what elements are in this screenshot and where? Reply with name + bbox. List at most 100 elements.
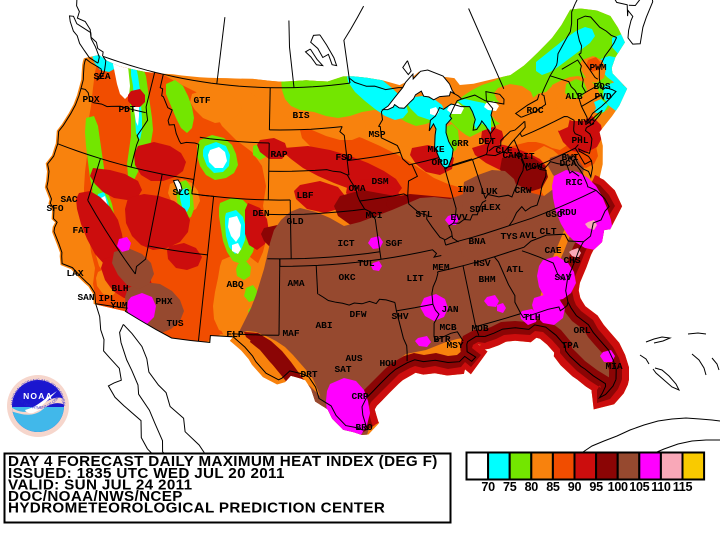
svg-text:SLC: SLC bbox=[172, 187, 189, 198]
svg-text:90: 90 bbox=[568, 480, 582, 494]
svg-text:RDU: RDU bbox=[559, 207, 576, 218]
svg-text:BRO: BRO bbox=[355, 422, 372, 433]
svg-text:SDF: SDF bbox=[469, 204, 486, 215]
svg-text:BLH: BLH bbox=[111, 283, 128, 294]
svg-text:ABQ: ABQ bbox=[226, 279, 243, 290]
svg-text:TLH: TLH bbox=[523, 312, 540, 323]
svg-text:HSV: HSV bbox=[473, 258, 490, 269]
svg-text:BTR: BTR bbox=[433, 334, 450, 345]
svg-text:ABI: ABI bbox=[315, 320, 332, 331]
svg-text:AMA: AMA bbox=[287, 278, 304, 289]
svg-text:MSY: MSY bbox=[446, 340, 463, 351]
svg-text:ELP: ELP bbox=[226, 329, 243, 340]
svg-text:CRP: CRP bbox=[351, 391, 368, 402]
svg-text:AUS: AUS bbox=[345, 353, 362, 364]
svg-text:DET: DET bbox=[478, 136, 495, 147]
svg-text:LUK: LUK bbox=[480, 186, 497, 197]
svg-text:ORD: ORD bbox=[431, 157, 448, 168]
svg-text:NOAA: NOAA bbox=[23, 391, 53, 401]
svg-text:CLT: CLT bbox=[539, 226, 556, 237]
svg-text:LEX: LEX bbox=[483, 202, 500, 213]
svg-text:DSM: DSM bbox=[371, 176, 388, 187]
svg-text:BNA: BNA bbox=[468, 236, 485, 247]
svg-text:FSD: FSD bbox=[335, 152, 352, 163]
svg-text:PDT: PDT bbox=[118, 104, 135, 115]
svg-text:CLE: CLE bbox=[495, 145, 512, 156]
svg-text:SFO: SFO bbox=[46, 203, 63, 214]
svg-text:110: 110 bbox=[651, 480, 671, 494]
svg-text:GSO: GSO bbox=[545, 209, 562, 220]
svg-text:RAP: RAP bbox=[270, 149, 287, 160]
svg-text:LIT: LIT bbox=[406, 273, 423, 284]
svg-text:DEN: DEN bbox=[252, 208, 269, 219]
svg-text:HYDROMETEOROLOGICAL PREDICTION: HYDROMETEOROLOGICAL PREDICTION CENTER bbox=[8, 500, 385, 517]
svg-text:BIS: BIS bbox=[292, 110, 309, 121]
svg-text:STL: STL bbox=[415, 209, 432, 220]
svg-text:MOB: MOB bbox=[471, 323, 488, 334]
svg-text:70: 70 bbox=[481, 480, 495, 494]
svg-text:ISSUED: 1835 UTC WED JUL 20 20: ISSUED: 1835 UTC WED JUL 20 2011 bbox=[8, 465, 285, 482]
svg-text:TYS: TYS bbox=[500, 231, 517, 242]
svg-text:CAE: CAE bbox=[544, 245, 561, 256]
svg-text:DCA: DCA bbox=[559, 158, 576, 169]
svg-text:PHX: PHX bbox=[155, 296, 172, 307]
svg-text:SAV: SAV bbox=[554, 272, 571, 283]
svg-text:TPA: TPA bbox=[561, 340, 578, 351]
svg-text:SEA: SEA bbox=[93, 71, 110, 82]
svg-text:MCI: MCI bbox=[365, 210, 382, 221]
svg-text:RIC: RIC bbox=[565, 177, 582, 188]
svg-text:PDX: PDX bbox=[82, 94, 99, 105]
svg-text:TUS: TUS bbox=[166, 318, 183, 329]
svg-text:PVD: PVD bbox=[594, 91, 611, 102]
svg-text:ROC: ROC bbox=[526, 105, 543, 116]
svg-text:MIA: MIA bbox=[605, 361, 622, 372]
svg-text:MGW: MGW bbox=[525, 161, 542, 172]
svg-text:80: 80 bbox=[525, 480, 539, 494]
svg-text:PHL: PHL bbox=[571, 135, 588, 146]
svg-text:75: 75 bbox=[503, 480, 517, 494]
svg-text:SHV: SHV bbox=[391, 311, 408, 322]
svg-text:OKC: OKC bbox=[338, 272, 355, 283]
svg-text:SGF: SGF bbox=[385, 238, 402, 249]
svg-text:100: 100 bbox=[608, 480, 628, 494]
svg-text:CAK: CAK bbox=[502, 150, 519, 161]
svg-text:ICT: ICT bbox=[337, 238, 354, 249]
svg-text:CHS: CHS bbox=[563, 255, 580, 266]
svg-text:ORL: ORL bbox=[573, 325, 590, 336]
svg-text:SAT: SAT bbox=[334, 364, 351, 375]
svg-text:SAC: SAC bbox=[60, 194, 77, 205]
svg-text:LAX: LAX bbox=[66, 268, 83, 279]
svg-text:ATL: ATL bbox=[506, 264, 523, 275]
svg-text:MKE: MKE bbox=[427, 144, 444, 155]
svg-text:IPL: IPL bbox=[98, 293, 115, 304]
svg-text:HOU: HOU bbox=[379, 358, 396, 369]
svg-text:LBF: LBF bbox=[296, 190, 313, 201]
svg-text:MAF: MAF bbox=[282, 328, 299, 339]
svg-text:EVV: EVV bbox=[450, 212, 467, 223]
svg-text:GLD: GLD bbox=[286, 216, 303, 227]
svg-text:DRT: DRT bbox=[300, 369, 317, 380]
svg-text:MEM: MEM bbox=[432, 262, 449, 273]
svg-text:BOS: BOS bbox=[593, 81, 610, 92]
svg-text:BWI: BWI bbox=[561, 152, 578, 163]
svg-text:CRW: CRW bbox=[514, 185, 531, 196]
svg-text:MSP: MSP bbox=[368, 129, 385, 140]
svg-text:IND: IND bbox=[457, 184, 474, 195]
svg-text:AVL: AVL bbox=[519, 230, 536, 241]
svg-text:JAN: JAN bbox=[441, 304, 458, 315]
svg-text:TUL: TUL bbox=[357, 258, 374, 269]
svg-text:YUM: YUM bbox=[110, 300, 127, 311]
svg-text:PIT: PIT bbox=[517, 151, 534, 162]
svg-text:GRR: GRR bbox=[451, 138, 468, 149]
svg-text:DAY 4 FORECAST DAILY MAXIMUM H: DAY 4 FORECAST DAILY MAXIMUM HEAT INDEX … bbox=[8, 453, 438, 470]
svg-text:BHM: BHM bbox=[478, 274, 495, 285]
svg-text:ALB: ALB bbox=[565, 91, 582, 102]
svg-text:105: 105 bbox=[629, 480, 649, 494]
svg-text:NYC: NYC bbox=[577, 117, 594, 128]
svg-text:DOC/NOAA/NWS/NCEP: DOC/NOAA/NWS/NCEP bbox=[8, 488, 183, 505]
svg-text:115: 115 bbox=[673, 480, 693, 494]
svg-text:85: 85 bbox=[546, 480, 560, 494]
svg-text:95: 95 bbox=[589, 480, 603, 494]
svg-text:DFW: DFW bbox=[349, 309, 366, 320]
svg-text:VALID: SUN JUL 24 2011: VALID: SUN JUL 24 2011 bbox=[8, 476, 193, 493]
